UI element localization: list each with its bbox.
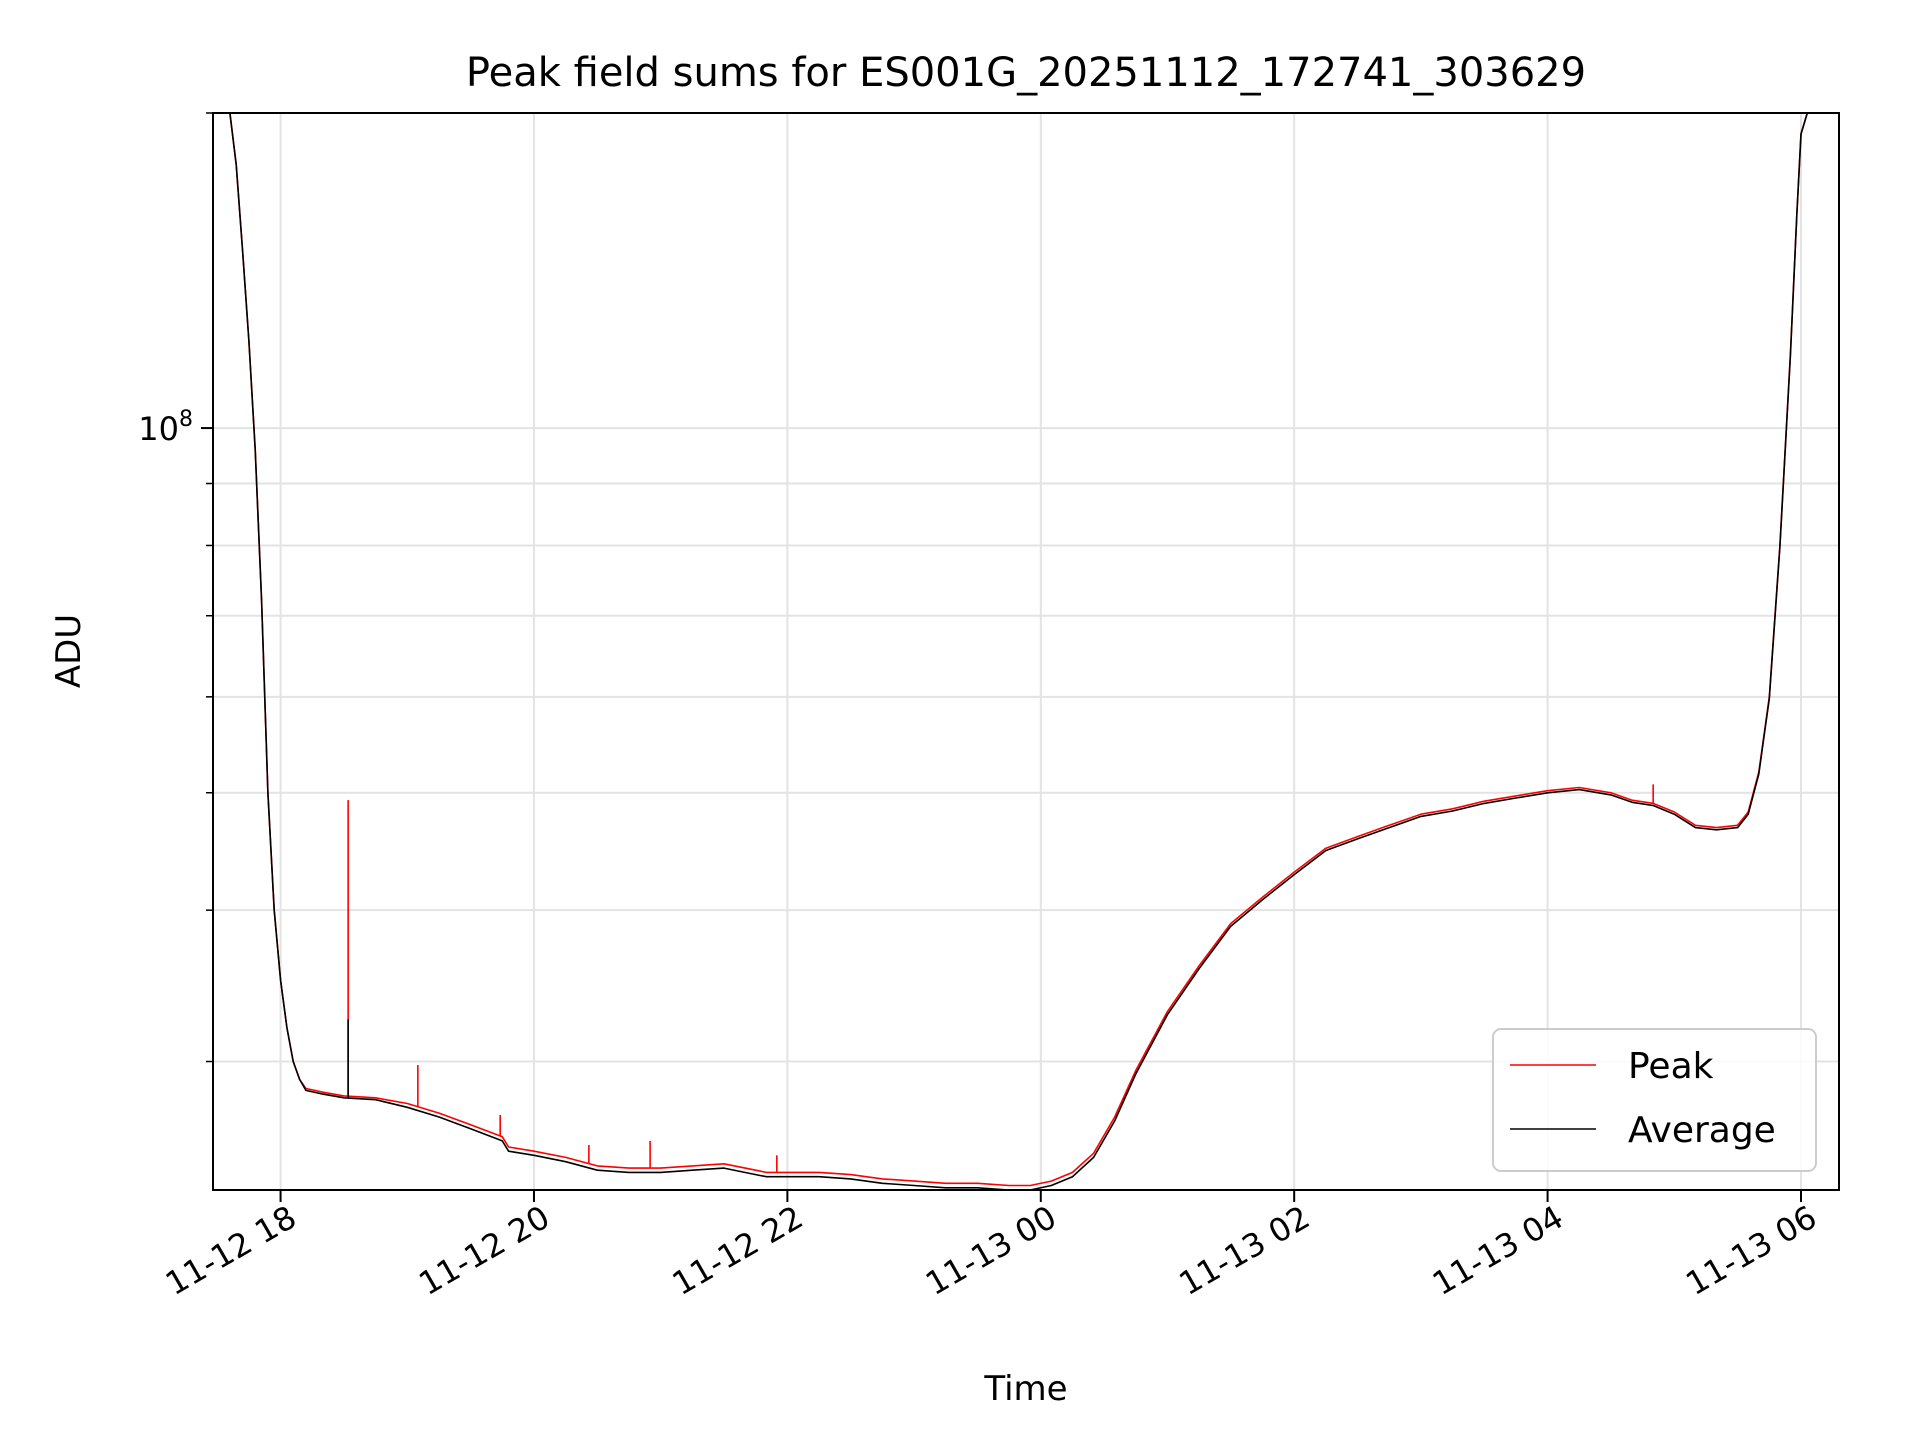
grid [213,112,1839,1190]
series-line-average [229,112,1809,1191]
y-axis: 108 [138,112,213,1063]
x-axis-label: Time [983,1369,1067,1409]
chart-title: Peak field sums for ES001G_20251112_1727… [466,50,1586,96]
plot-frame [212,112,1840,1191]
series-line-peak [229,112,1809,1187]
legend: Peak Average [1492,1028,1817,1172]
legend-label-average: Average [1628,1110,1776,1151]
y-axis-label: ADU [49,614,89,688]
y-tick-label: 108 [138,407,193,448]
series-lines [229,112,1809,1191]
legend-label-peak: Peak [1628,1046,1714,1087]
